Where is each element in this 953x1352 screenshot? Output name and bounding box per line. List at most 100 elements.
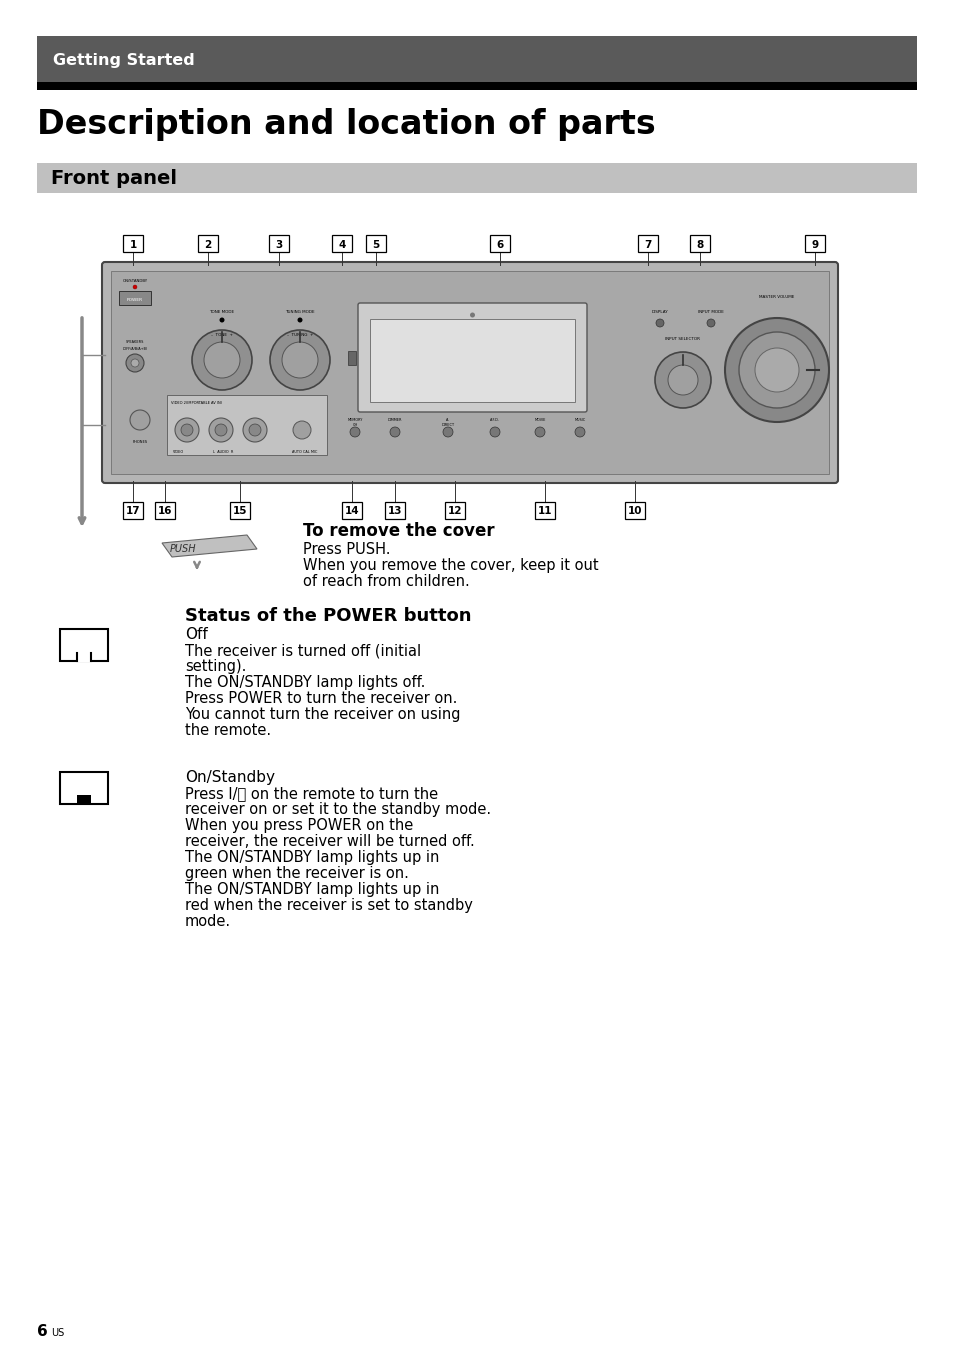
Bar bbox=[37, 82, 916, 91]
FancyBboxPatch shape bbox=[102, 262, 837, 483]
Text: L  AUDIO  R: L AUDIO R bbox=[213, 450, 233, 454]
Text: 7: 7 bbox=[643, 239, 651, 250]
Text: When you remove the cover, keep it out: When you remove the cover, keep it out bbox=[303, 558, 598, 573]
Circle shape bbox=[249, 425, 261, 435]
Bar bbox=[198, 235, 218, 251]
Text: Press POWER to turn the receiver on.: Press POWER to turn the receiver on. bbox=[185, 691, 456, 706]
Text: MASTER VOLUME: MASTER VOLUME bbox=[759, 295, 794, 299]
Text: The ON/STANDBY lamp lights up in: The ON/STANDBY lamp lights up in bbox=[185, 850, 439, 865]
Text: 16: 16 bbox=[157, 507, 172, 516]
Bar bbox=[77, 795, 91, 804]
Text: DISPLAY: DISPLAY bbox=[651, 310, 668, 314]
Circle shape bbox=[470, 312, 475, 318]
Circle shape bbox=[293, 420, 311, 439]
Text: PHONES: PHONES bbox=[132, 439, 148, 443]
Text: You cannot turn the receiver on using: You cannot turn the receiver on using bbox=[185, 707, 460, 722]
Text: MEMORY
CH: MEMORY CH bbox=[347, 418, 362, 427]
Text: setting).: setting). bbox=[185, 658, 246, 675]
Circle shape bbox=[535, 427, 544, 437]
Circle shape bbox=[706, 319, 714, 327]
Text: 13: 13 bbox=[387, 507, 402, 516]
Bar bbox=[638, 235, 658, 251]
Text: receiver on or set it to the standby mode.: receiver on or set it to the standby mod… bbox=[185, 802, 491, 817]
Text: 1: 1 bbox=[130, 239, 136, 250]
Circle shape bbox=[754, 347, 799, 392]
Circle shape bbox=[243, 418, 267, 442]
Circle shape bbox=[739, 333, 814, 408]
Text: ON/STANDBY: ON/STANDBY bbox=[122, 279, 148, 283]
Text: of reach from children.: of reach from children. bbox=[303, 575, 469, 589]
Text: US: US bbox=[51, 1328, 64, 1338]
Bar bbox=[37, 37, 916, 82]
Circle shape bbox=[130, 410, 150, 430]
Text: DIMMER: DIMMER bbox=[387, 418, 402, 422]
Text: A.
DIRECT: A. DIRECT bbox=[441, 418, 454, 427]
Bar bbox=[490, 235, 510, 251]
Circle shape bbox=[724, 318, 828, 422]
Text: 2: 2 bbox=[204, 239, 212, 250]
Text: A.F.D.: A.F.D. bbox=[490, 418, 499, 422]
Text: red when the receiver is set to standby: red when the receiver is set to standby bbox=[185, 898, 473, 913]
Text: 4: 4 bbox=[338, 239, 345, 250]
Circle shape bbox=[219, 318, 224, 323]
Circle shape bbox=[209, 418, 233, 442]
Bar bbox=[167, 395, 327, 456]
Bar bbox=[444, 502, 464, 519]
Text: AUTO CAL MIC: AUTO CAL MIC bbox=[292, 450, 317, 454]
Bar bbox=[332, 235, 352, 251]
Text: 8: 8 bbox=[696, 239, 703, 250]
Text: 6: 6 bbox=[496, 239, 503, 250]
Text: –  TUNING  +: – TUNING + bbox=[287, 333, 313, 337]
Circle shape bbox=[132, 285, 137, 289]
Bar bbox=[111, 270, 828, 475]
Bar bbox=[804, 235, 824, 251]
Text: The ON/STANDBY lamp lights off.: The ON/STANDBY lamp lights off. bbox=[185, 675, 425, 690]
Bar bbox=[119, 291, 151, 306]
Circle shape bbox=[270, 330, 330, 389]
Circle shape bbox=[126, 354, 144, 372]
Bar bbox=[535, 502, 555, 519]
Text: Getting Started: Getting Started bbox=[53, 54, 194, 69]
Text: MOVIE: MOVIE bbox=[534, 418, 545, 422]
Circle shape bbox=[174, 418, 199, 442]
Text: VIDEO: VIDEO bbox=[172, 450, 184, 454]
Circle shape bbox=[181, 425, 193, 435]
Text: SPEAKERS: SPEAKERS bbox=[126, 339, 144, 343]
Circle shape bbox=[297, 318, 302, 323]
Bar bbox=[154, 502, 174, 519]
Text: 10: 10 bbox=[627, 507, 641, 516]
Circle shape bbox=[390, 427, 399, 437]
Text: INPUT MODE: INPUT MODE bbox=[698, 310, 723, 314]
Bar bbox=[230, 502, 250, 519]
Text: Status of the POWER button: Status of the POWER button bbox=[185, 607, 471, 625]
Text: 9: 9 bbox=[811, 239, 818, 250]
Text: On/Standby: On/Standby bbox=[185, 771, 274, 786]
Circle shape bbox=[131, 360, 139, 366]
Bar bbox=[624, 502, 644, 519]
Text: 11: 11 bbox=[537, 507, 552, 516]
Text: Press PUSH.: Press PUSH. bbox=[303, 542, 390, 557]
Circle shape bbox=[575, 427, 584, 437]
Bar bbox=[37, 164, 916, 193]
Circle shape bbox=[192, 330, 252, 389]
Circle shape bbox=[656, 319, 663, 327]
Circle shape bbox=[442, 427, 453, 437]
Circle shape bbox=[282, 342, 317, 379]
Text: mode.: mode. bbox=[185, 914, 231, 929]
Text: To remove the cover: To remove the cover bbox=[303, 522, 494, 539]
Circle shape bbox=[214, 425, 227, 435]
Circle shape bbox=[655, 352, 710, 408]
Bar bbox=[366, 235, 386, 251]
Text: 3: 3 bbox=[275, 239, 282, 250]
Text: –  TONE  +: – TONE + bbox=[211, 333, 233, 337]
Text: 14: 14 bbox=[344, 507, 359, 516]
Text: Press I/⏻ on the remote to turn the: Press I/⏻ on the remote to turn the bbox=[185, 786, 437, 800]
Bar bbox=[77, 652, 91, 661]
Polygon shape bbox=[162, 535, 256, 557]
Text: receiver, the receiver will be turned off.: receiver, the receiver will be turned of… bbox=[185, 834, 475, 849]
Text: The receiver is turned off (initial: The receiver is turned off (initial bbox=[185, 644, 420, 658]
Text: Description and location of parts: Description and location of parts bbox=[37, 108, 655, 141]
Text: TONE MODE: TONE MODE bbox=[210, 310, 234, 314]
Text: 5: 5 bbox=[372, 239, 379, 250]
Text: When you press POWER on the: When you press POWER on the bbox=[185, 818, 413, 833]
